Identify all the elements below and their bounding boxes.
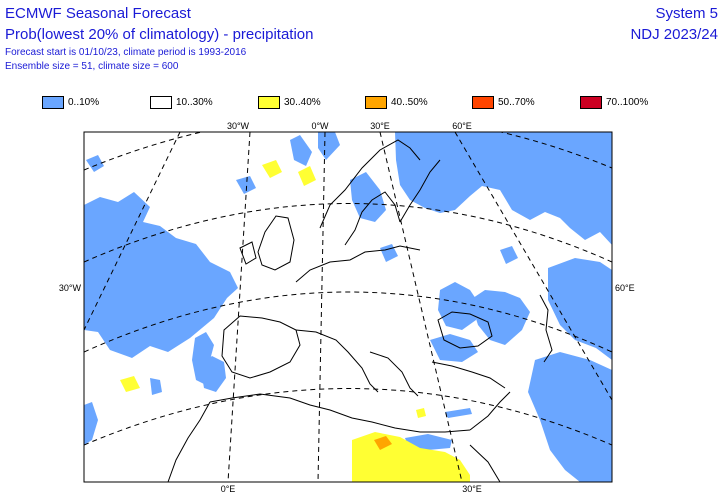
coordinate-labels: 30°W 0°W 30°E 60°E 30°W 60°E 0°E 30°E [59,121,635,494]
map-title: ECMWF Seasonal Forecast [5,5,191,22]
map-subtitle: Prob(lowest 20% of climatology) - precip… [5,26,314,43]
yellow-region-crete [416,408,426,418]
coastline-continent [295,245,421,283]
probability-shading [84,132,612,482]
coord-label-top-30e: 30°E [370,121,390,131]
blue-region-black-sea-east [470,290,530,345]
blue-region-south-atlantic [150,378,162,395]
parallel-line-2 [84,203,612,263]
meridian-line-3 [379,132,463,482]
coord-label-top-60e: 60°E [452,121,472,131]
meridian-line-1 [227,132,251,482]
coord-label-top-30w: 30°W [227,121,250,131]
blue-region-north-africa [84,402,98,445]
legend-swatch [42,96,64,109]
blue-region-patch-baltic [380,244,398,262]
coord-label-right-60e: 60°E [615,283,635,293]
legend-label: 30..40% [284,97,321,108]
yellow-region-atlantic-south [120,376,140,392]
season-label: NDJ 2023/24 [630,26,718,43]
legend-label: 10..30% [176,97,213,108]
coastline-black-sea [437,311,493,349]
coastline-ireland [239,241,257,265]
meridian-line-4 [454,132,612,401]
coastline-norway [319,139,421,229]
parallel-line-4 [84,388,612,446]
blue-region-east-med [445,408,472,418]
blue-region-egypt [405,434,452,450]
coastline-red-sea [469,444,501,482]
blue-region-east-europe [438,282,480,330]
meridian-line-5 [84,132,181,331]
yellow-region-n-atlantic-1 [262,160,282,178]
orange-region-sahara [374,436,392,450]
blue-region-caspian [548,258,612,360]
coastline-uk [257,215,295,271]
coastline-france-italy [295,329,379,393]
legend-swatch [258,96,280,109]
legend-swatch [472,96,494,109]
coastline-turkey [431,361,506,389]
coastlines [167,139,553,482]
legend-label: 0..10% [68,97,100,108]
parallel-line-3 [84,291,612,353]
legend-swatch [580,96,602,109]
blue-region-patch-ukraine [500,246,518,264]
yellow-region-n-atlantic-2 [298,166,316,186]
coord-label-bottom-0: 0°E [221,484,236,494]
coord-label-top-0: 0°W [311,121,329,131]
graticule [84,132,612,482]
coastline-morocco [167,401,211,482]
blue-region-turkey [430,334,478,362]
blue-region-barents [395,132,612,245]
blue-region-iberia-west [200,356,226,392]
meridian-line-2 [317,132,326,482]
yellow-orange-patches [120,160,470,482]
map-frame [83,131,613,483]
coord-label-bottom-30e: 30°E [462,484,482,494]
coastline-iberia [221,315,301,379]
coastline-balkans [369,351,419,397]
legend-label: 70..100% [606,97,649,108]
coord-label-left-30w: 30°W [59,283,82,293]
blue-region-norwegian-coast [318,132,340,160]
coastline-levant [469,391,511,431]
blue-region-scandinavia-east [350,172,386,222]
blue-region-patch-n-atl [236,176,256,194]
ensemble-info: Ensemble size = 51, climate size = 600 [5,61,179,72]
legend-label: 50..70% [498,97,535,108]
legend-swatch [365,96,387,109]
coastline-caspian [539,294,553,363]
blue-region-iceland-area [86,155,104,172]
blue-region-west-atlantic [84,192,238,358]
blue-region-middle-east [528,352,612,482]
legend-swatch [150,96,172,109]
system-label: System 5 [655,5,718,22]
forecast-info: Forecast start is 01/10/23, climate peri… [5,47,247,58]
legend-label: 40..50% [391,97,428,108]
coastline-north-africa [209,393,471,433]
coastline-finland [399,159,441,223]
blue-region-greenland-sea [290,135,312,166]
coastline-sweden [344,191,401,246]
